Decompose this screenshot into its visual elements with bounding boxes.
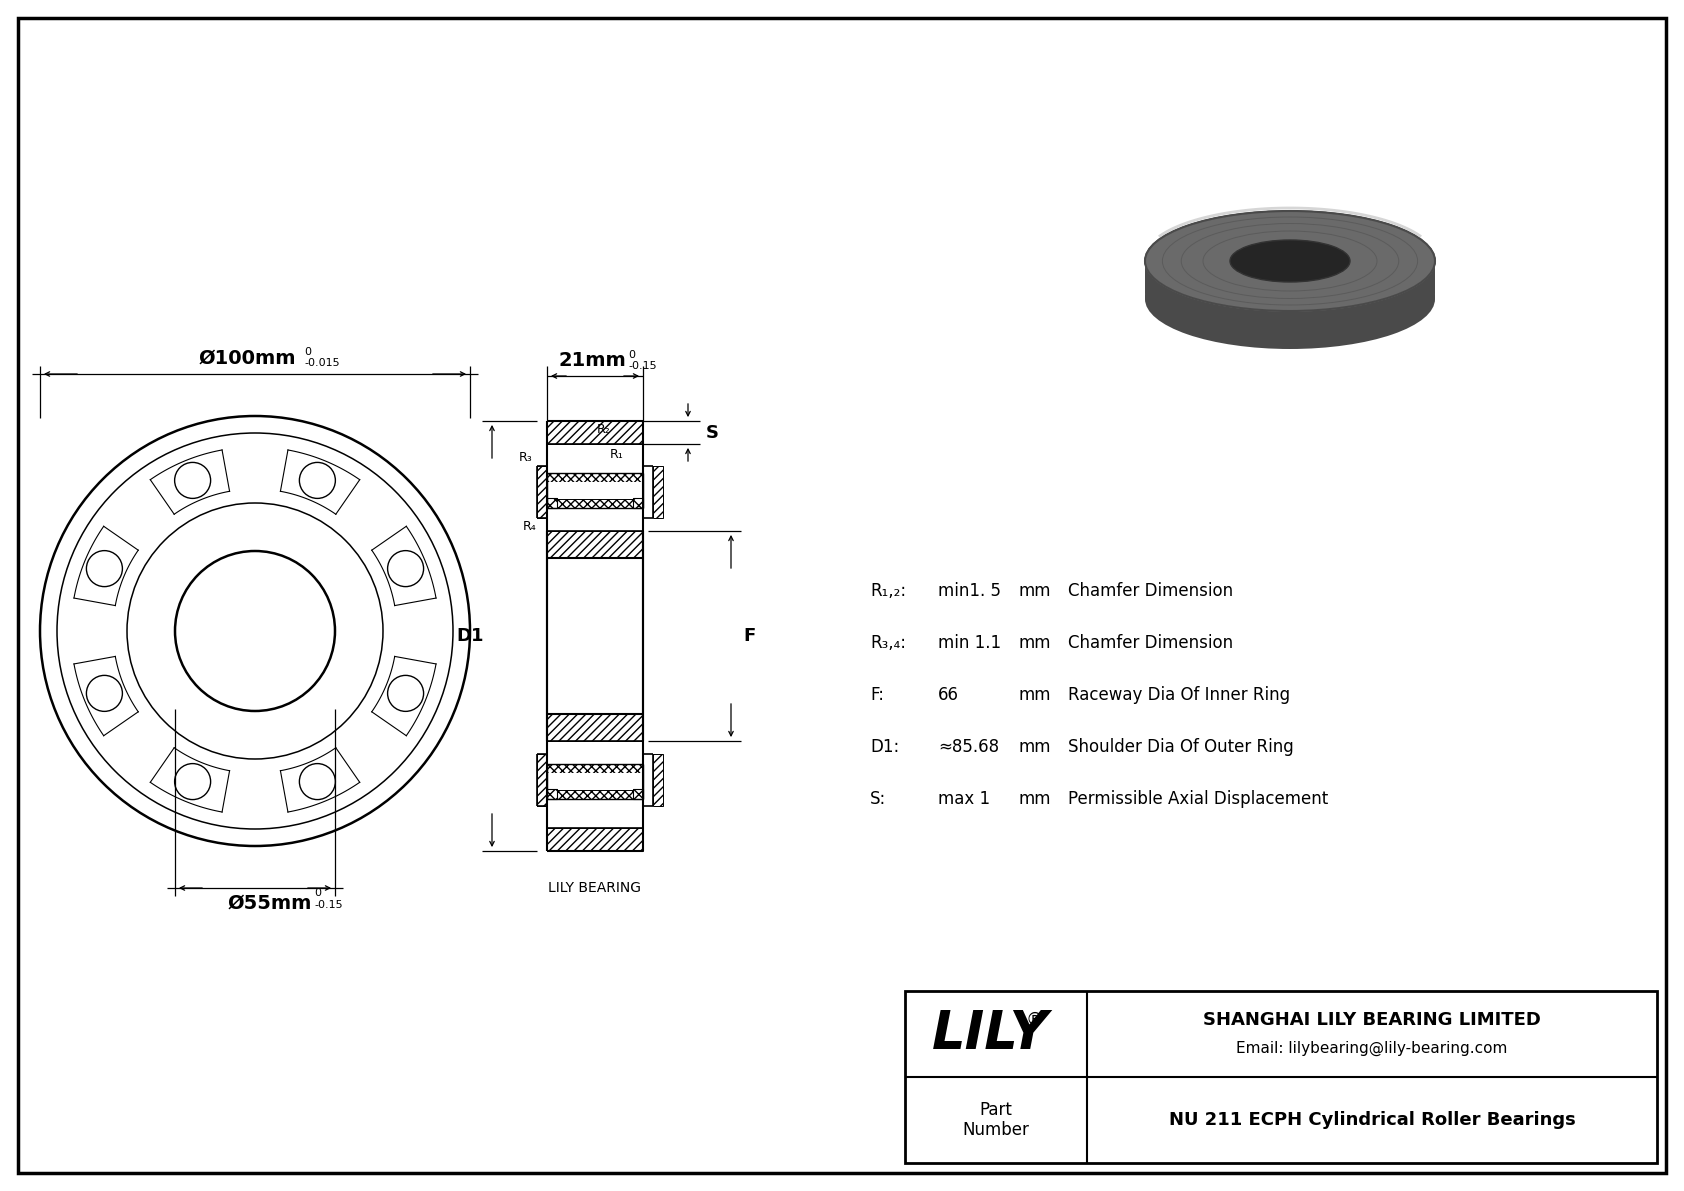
Text: mm: mm: [1019, 582, 1051, 600]
Bar: [537, 754, 547, 806]
Text: S: S: [706, 424, 719, 442]
Bar: [633, 788, 643, 799]
Text: mm: mm: [1019, 686, 1051, 704]
Ellipse shape: [1229, 241, 1351, 282]
Bar: [653, 754, 663, 806]
Bar: [547, 788, 557, 799]
Text: mm: mm: [1019, 738, 1051, 756]
Text: S:: S:: [871, 790, 886, 807]
Text: -0.15: -0.15: [628, 361, 657, 372]
Text: Ø55mm: Ø55mm: [227, 894, 312, 913]
Text: LILY BEARING: LILY BEARING: [549, 881, 642, 894]
Text: mm: mm: [1019, 790, 1051, 807]
Text: R₄: R₄: [524, 520, 537, 534]
Text: LILY: LILY: [931, 1008, 1049, 1060]
Text: ≈85.68: ≈85.68: [938, 738, 999, 756]
Text: R₁: R₁: [610, 448, 623, 461]
Bar: [547, 531, 643, 559]
Text: R₂: R₂: [598, 423, 611, 436]
Text: F: F: [743, 626, 754, 646]
Bar: [547, 713, 643, 741]
Bar: [547, 828, 643, 852]
Bar: [547, 773, 643, 790]
Text: Raceway Dia Of Inner Ring: Raceway Dia Of Inner Ring: [1068, 686, 1290, 704]
Text: min 1.1: min 1.1: [938, 634, 1000, 651]
Bar: [547, 482, 643, 499]
Text: D1: D1: [456, 626, 483, 646]
Bar: [547, 790, 643, 799]
Bar: [904, 991, 1657, 1162]
Text: 0: 0: [313, 888, 322, 898]
Text: -0.015: -0.015: [305, 358, 340, 368]
Text: SHANGHAI LILY BEARING LIMITED: SHANGHAI LILY BEARING LIMITED: [1202, 1011, 1541, 1029]
Bar: [547, 473, 643, 482]
Text: max 1: max 1: [938, 790, 990, 807]
Polygon shape: [1145, 211, 1435, 299]
Text: R₁,₂:: R₁,₂:: [871, 582, 906, 600]
Text: R₃: R₃: [519, 451, 532, 464]
Ellipse shape: [1145, 249, 1435, 349]
Text: Chamfer Dimension: Chamfer Dimension: [1068, 634, 1233, 651]
Text: mm: mm: [1019, 634, 1051, 651]
Text: 21mm: 21mm: [557, 351, 626, 370]
Text: R₃,₄:: R₃,₄:: [871, 634, 906, 651]
Text: 0: 0: [628, 350, 635, 360]
Text: min1. 5: min1. 5: [938, 582, 1000, 600]
Text: Chamfer Dimension: Chamfer Dimension: [1068, 582, 1233, 600]
Text: D1:: D1:: [871, 738, 899, 756]
Text: F:: F:: [871, 686, 884, 704]
Text: -0.15: -0.15: [313, 900, 342, 910]
Text: Email: lilybearing@lily-bearing.com: Email: lilybearing@lily-bearing.com: [1236, 1041, 1507, 1055]
Bar: [633, 498, 643, 509]
Text: ®: ®: [1026, 1011, 1044, 1029]
Text: 66: 66: [938, 686, 958, 704]
Bar: [537, 466, 547, 518]
Text: Permissible Axial Displacement: Permissible Axial Displacement: [1068, 790, 1329, 807]
Text: Shoulder Dia Of Outer Ring: Shoulder Dia Of Outer Ring: [1068, 738, 1293, 756]
Bar: [547, 763, 643, 773]
Bar: [547, 420, 643, 444]
Text: Ø100mm: Ø100mm: [199, 349, 296, 368]
Ellipse shape: [1145, 211, 1435, 311]
Bar: [547, 498, 557, 509]
Bar: [547, 499, 643, 509]
Ellipse shape: [1145, 249, 1435, 343]
Text: 0: 0: [305, 347, 312, 357]
Text: NU 211 ECPH Cylindrical Roller Bearings: NU 211 ECPH Cylindrical Roller Bearings: [1169, 1111, 1575, 1129]
Text: Part
Number: Part Number: [963, 1100, 1029, 1140]
Bar: [653, 466, 663, 518]
